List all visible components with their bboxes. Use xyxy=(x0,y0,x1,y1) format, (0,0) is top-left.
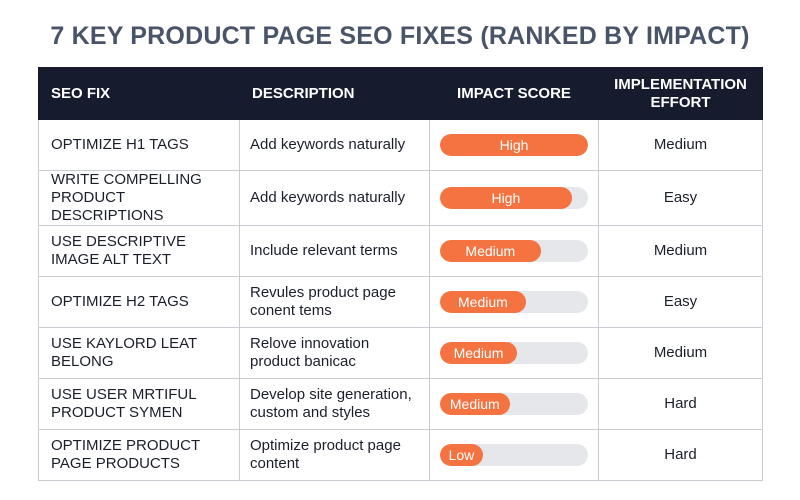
impact-score-cell: Medium xyxy=(429,225,599,277)
impact-score-cell: High xyxy=(429,119,599,171)
impact-bar-fill: Medium xyxy=(440,393,510,415)
description-cell: Optimize product page content xyxy=(239,429,430,481)
impact-label: Medium xyxy=(458,294,508,310)
table-header-row: SEO FIX DESCRIPTION IMPACT SCORE IMPLEME… xyxy=(38,67,763,120)
effort-cell: Easy xyxy=(598,170,763,226)
description-cell: Revules product page conent tems xyxy=(239,276,430,328)
table-row: USE KAYLORD LEAT BELONG Relove innovation… xyxy=(38,327,763,379)
seo-fix-cell: USE USER MRTIFUL PRODUCT SYMEN xyxy=(38,378,240,430)
impact-score-cell: Low xyxy=(429,429,599,481)
impact-score-cell: Medium xyxy=(429,276,599,328)
impact-score-cell: Medium xyxy=(429,378,599,430)
table-row: OPTIMIZE H2 TAGS Revules product page con… xyxy=(38,276,763,328)
impact-bar-track: Medium xyxy=(440,342,588,364)
table-body: OPTIMIZE H1 TAGS Add keywords naturally Hi… xyxy=(38,119,763,481)
description-cell: Add keywords naturally xyxy=(239,170,430,226)
impact-bar-fill: High xyxy=(440,187,572,209)
seo-fix-cell: OPTIMIZE H1 TAGS xyxy=(38,119,240,171)
impact-bar-fill: Medium xyxy=(440,342,517,364)
table-row: USE DESCRIPTIVE IMAGE ALT TEXT Include re… xyxy=(38,225,763,277)
impact-bar-track: High xyxy=(440,187,588,209)
seo-fix-cell: OPTIMIZE H2 TAGS xyxy=(38,276,240,328)
table-row: OPTIMIZE H1 TAGS Add keywords naturally Hi… xyxy=(38,119,763,171)
seo-fix-cell: USE DESCRIPTIVE IMAGE ALT TEXT xyxy=(38,225,240,277)
impact-score-cell: High xyxy=(429,170,599,226)
impact-label: High xyxy=(491,190,521,206)
description-cell: Include relevant terms xyxy=(239,225,430,277)
seo-fixes-table: SEO FIX DESCRIPTION IMPACT SCORE IMPLEME… xyxy=(38,67,763,481)
impact-score-cell: Medium xyxy=(429,327,599,379)
impact-bar-track: High xyxy=(440,134,588,156)
header-seo-fix: SEO FIX xyxy=(38,67,240,120)
effort-cell: Medium xyxy=(598,327,763,379)
seo-fix-cell: OPTIMIZE PRODUCT PAGE PRODUCTS xyxy=(38,429,240,481)
description-cell: Relove innovation product banicac xyxy=(239,327,430,379)
impact-bar-fill: High xyxy=(440,134,588,156)
page-title: 7 KEY PRODUCT PAGE SEO FIXES (RANKED BY … xyxy=(50,22,750,50)
impact-label: High xyxy=(499,137,529,153)
table-row: WRITE COMPELLING PRODUCT DESCRIPTIONS Add… xyxy=(38,170,763,226)
impact-label: Medium xyxy=(465,243,516,259)
impact-label: Medium xyxy=(449,396,500,412)
effort-cell: Hard xyxy=(598,429,763,481)
effort-cell: Medium xyxy=(598,225,763,277)
impact-bar-fill: Low xyxy=(440,444,483,466)
impact-bar-track: Medium xyxy=(440,240,588,262)
header-description: DESCRIPTION xyxy=(239,67,430,120)
effort-cell: Medium xyxy=(598,119,763,171)
header-implementation-effort: IMPLEMENTATION EFFORT xyxy=(598,67,763,120)
effort-cell: Hard xyxy=(598,378,763,430)
seo-fix-cell: WRITE COMPELLING PRODUCT DESCRIPTIONS xyxy=(38,170,240,226)
header-impact-score: IMPACT SCORE xyxy=(429,67,599,120)
description-cell: Develop site generation, custom and styl… xyxy=(239,378,430,430)
table-row: USE USER MRTIFUL PRODUCT SYMEN Develop si… xyxy=(38,378,763,430)
table-row: OPTIMIZE PRODUCT PAGE PRODUCTS Optimize p… xyxy=(38,429,763,481)
effort-cell: Easy xyxy=(598,276,763,328)
description-cell: Add keywords naturally xyxy=(239,119,430,171)
impact-label: Medium xyxy=(453,345,504,361)
impact-label: Low xyxy=(448,447,475,463)
impact-bar-fill: Medium xyxy=(440,240,541,262)
impact-bar-track: Low xyxy=(440,444,588,466)
seo-fix-cell: USE KAYLORD LEAT BELONG xyxy=(38,327,240,379)
impact-bar-track: Medium xyxy=(440,393,588,415)
impact-bar-fill: Medium xyxy=(440,291,526,313)
impact-bar-track: Medium xyxy=(440,291,588,313)
